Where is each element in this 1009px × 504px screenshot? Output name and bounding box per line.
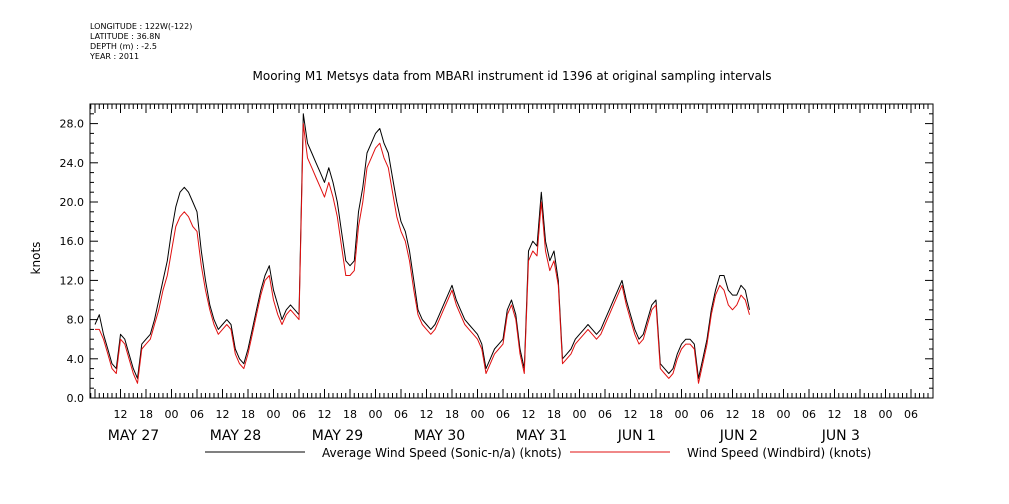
x-hour-label: 12 (624, 408, 638, 421)
metadata-depth: DEPTH (m) : -2.5 (90, 42, 157, 51)
x-hour-label: 12 (420, 408, 434, 421)
x-hour-label: 00 (267, 408, 281, 421)
y-tick-label: 28.0 (60, 118, 85, 131)
x-day-label: MAY 30 (414, 428, 465, 444)
x-hour-label: 12 (828, 408, 842, 421)
x-hour-label: 06 (394, 408, 408, 421)
x-hour-label: 00 (879, 408, 893, 421)
x-hour-label: 18 (343, 408, 357, 421)
x-day-label: MAY 28 (210, 428, 261, 444)
x-hour-label: 18 (547, 408, 561, 421)
x-day-label: MAY 27 (108, 428, 159, 444)
x-hour-label: 18 (445, 408, 459, 421)
series-layer (94, 113, 750, 384)
series-line-windbird (95, 123, 750, 384)
y-tick-label: 12.0 (60, 274, 85, 287)
y-axis-label: knots (29, 242, 43, 275)
x-hour-label: 12 (216, 408, 230, 421)
x-hour-label: 00 (471, 408, 485, 421)
x-hour-label: 06 (904, 408, 918, 421)
x-day-label: MAY 29 (312, 428, 363, 444)
x-hour-label: 18 (853, 408, 867, 421)
x-hour-label: 06 (598, 408, 612, 421)
x-hour-label: 00 (165, 408, 179, 421)
y-tick-label: 24.0 (60, 157, 85, 170)
x-hour-label: 18 (649, 408, 663, 421)
legend-label-windbird: Wind Speed (Windbird) (knots) (687, 446, 871, 460)
x-hour-label: 00 (675, 408, 689, 421)
metadata-longitude: LONGITUDE : 122W(-122) (90, 22, 193, 31)
x-day-label: MAY 31 (516, 428, 567, 444)
x-day-label: JUN 3 (821, 428, 860, 444)
x-hour-label: 06 (700, 408, 714, 421)
x-hour-label: 00 (777, 408, 791, 421)
x-hour-label: 06 (496, 408, 510, 421)
y-tick-label: 16.0 (60, 235, 85, 248)
x-hour-label: 12 (522, 408, 536, 421)
x-hour-label: 00 (573, 408, 587, 421)
chart-title: Mooring M1 Metsys data from MBARI instru… (253, 69, 772, 83)
x-hour-label: 18 (751, 408, 765, 421)
x-hour-label: 06 (190, 408, 204, 421)
legend-label-sonic: Average Wind Speed (Sonic-n/a) (knots) (322, 446, 562, 460)
x-day-label: JUN 2 (719, 428, 758, 444)
x-hour-label: 18 (139, 408, 153, 421)
x-hour-label: 18 (241, 408, 255, 421)
x-hour-label: 12 (726, 408, 740, 421)
x-axis: 12 18 00 06 12 18 00 06 12 18 00 06 12 18 00 06 12 18 00 06… (90, 104, 929, 444)
x-hour-label: 06 (802, 408, 816, 421)
x-day-label: JUN 1 (617, 428, 656, 444)
y-tick-label: 20.0 (60, 196, 85, 209)
x-hour-label: 00 (369, 408, 383, 421)
series-line-sonic (94, 113, 750, 379)
metadata-block: LONGITUDE : 122W(-122) LATITUDE : 36.8N … (90, 22, 192, 62)
x-hour-label: 12 (318, 408, 332, 421)
metadata-year: YEAR : 2011 (90, 52, 140, 61)
x-hour-label: 06 (292, 408, 306, 421)
y-tick-label: 8.0 (67, 314, 85, 327)
plot-frame (89, 103, 934, 399)
x-hour-label: 12 (114, 408, 128, 421)
legend: Average Wind Speed (Sonic-n/a) (knots) W… (205, 446, 871, 460)
metadata-latitude: LATITUDE : 36.8N (90, 32, 161, 41)
y-tick-label: 4.0 (67, 353, 85, 366)
y-axis: 0.0 4.0 8.0 12.0 16.0 20.0 24.0 28.0 (60, 103, 933, 405)
y-tick-label: 0.0 (67, 392, 85, 405)
